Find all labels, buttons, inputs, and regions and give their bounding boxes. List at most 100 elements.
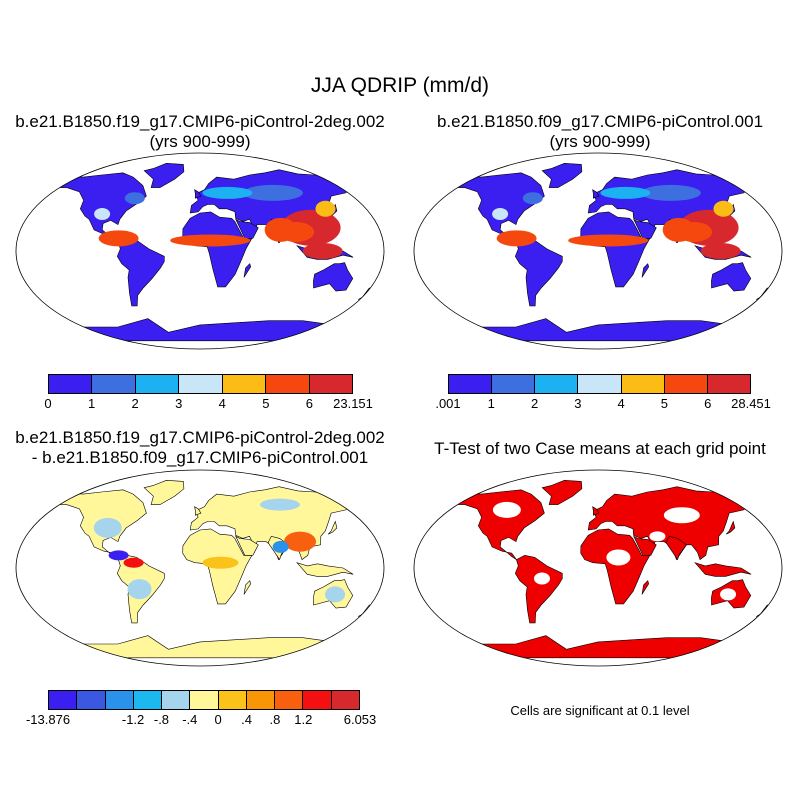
continent-madagascar	[243, 263, 252, 278]
continent-madagascar	[641, 580, 650, 595]
continent-south-america	[116, 237, 165, 307]
precip-region	[123, 557, 144, 568]
map-case1	[15, 152, 385, 350]
precip-region	[600, 186, 651, 199]
continent-japan	[725, 520, 736, 535]
colorbar-swatch	[266, 375, 310, 393]
precip-region	[259, 498, 300, 511]
colorbar-swatch	[222, 375, 267, 393]
colorbar-swatch	[133, 691, 163, 709]
colorbar-case1-labels: 0 1 2 3 4 5 6 23.151	[44, 396, 373, 412]
colorbar-tick-label: 0	[44, 396, 52, 411]
precip-region	[522, 192, 543, 205]
colorbar-tick-label: 3	[574, 396, 582, 411]
continent-greenland	[541, 479, 583, 505]
panel4-title-line1: T-Test of two Case means at each grid po…	[434, 439, 766, 458]
colorbar-swatch	[309, 375, 352, 393]
colorbar-tick-label: 28.451	[731, 396, 771, 411]
colorbar-tick-label: .8	[269, 712, 281, 727]
colorbar-tick-label: -.8	[153, 712, 170, 727]
precip-region	[272, 540, 289, 553]
colorbar-tick-label: 0	[214, 712, 222, 727]
colorbar-tick-label: 6.053	[343, 712, 377, 727]
colorbar-swatch	[449, 375, 493, 393]
colorbar-swatch	[77, 691, 106, 709]
colorbar-swatch	[135, 375, 180, 393]
precip-region	[93, 517, 122, 538]
colorbar-difference	[48, 690, 360, 710]
colorbar-swatch	[331, 691, 359, 709]
panel2-title: b.e21.B1850.f09_g17.CMIP6-piControl.001 …	[400, 112, 800, 152]
colorbar-case1	[48, 374, 353, 394]
colorbar-swatch	[49, 691, 78, 709]
colorbar-tick-label: 4	[617, 396, 625, 411]
continent-uk	[194, 506, 202, 516]
colorbar-tick-label: 5	[262, 396, 270, 411]
panel4-title: T-Test of two Case means at each grid po…	[400, 439, 800, 459]
continent-eurasia	[587, 486, 753, 561]
colorbar-tick-label: 1	[487, 396, 495, 411]
continent-greenland	[541, 162, 583, 188]
colorbar-swatch	[162, 691, 191, 709]
continent-madagascar	[243, 580, 252, 595]
panel3-title: b.e21.B1850.f19_g17.CMIP6-piControl-2deg…	[0, 428, 400, 468]
continent-australia	[313, 262, 354, 292]
continent-south-america	[514, 554, 563, 624]
continent-indonesia	[694, 562, 752, 577]
continent-greenland	[143, 162, 185, 188]
map-border	[413, 469, 783, 667]
colorbar-tick-label: 2	[530, 396, 539, 411]
colorbar-tick-label: 6	[704, 396, 712, 411]
precip-region	[284, 531, 317, 552]
significance-note: Cells are significant at 0.1 level	[510, 703, 690, 718]
continent-madagascar	[641, 263, 650, 278]
colorbar-swatch	[92, 375, 136, 393]
panel1-title: b.e21.B1850.f19_g17.CMIP6-piControl-2deg…	[0, 112, 400, 152]
colorbar-swatch	[49, 375, 93, 393]
continent-north-america	[450, 489, 545, 560]
continent-arabia	[235, 535, 259, 556]
precip-region	[720, 588, 737, 601]
map-border	[15, 152, 385, 350]
continent-uk	[194, 189, 202, 199]
colorbar-tick-label: 6	[305, 396, 314, 411]
colorbar-tick-label: 5	[660, 396, 669, 411]
continent-japan	[327, 520, 338, 535]
continent-india	[665, 535, 687, 561]
precip-region	[606, 549, 631, 566]
continent-north-america	[52, 172, 147, 243]
colorbar-tick-label: 1.2	[294, 712, 313, 727]
precip-region	[127, 579, 152, 600]
precip-region	[264, 217, 297, 242]
colorbar-tick-label: -13.876	[25, 712, 71, 727]
colorbar-tick-label: .001	[435, 396, 461, 411]
panel1-title-line1: b.e21.B1850.f19_g17.CMIP6-piControl-2deg…	[15, 112, 385, 131]
continent-greenland	[143, 479, 185, 505]
precip-region	[108, 550, 129, 561]
precip-region	[662, 217, 695, 242]
panel2-title-line2: (yrs 900-999)	[549, 132, 651, 151]
colorbar-case2-labels: .001 1 2 3 4 5 6 28.451	[435, 396, 771, 412]
continent-south-america	[514, 237, 563, 307]
colorbar-tick-label: .4	[241, 712, 252, 727]
continent-uk	[592, 506, 600, 516]
map-difference	[15, 469, 385, 667]
colorbar-swatch	[190, 691, 219, 709]
colorbar-swatch	[179, 375, 223, 393]
colorbar-tick-label: -1.2	[121, 712, 145, 727]
precip-region	[124, 192, 145, 205]
precip-region	[492, 501, 521, 518]
precip-region	[98, 230, 139, 247]
map-case2	[413, 152, 783, 350]
colorbar-swatch	[578, 375, 622, 393]
colorbar-tick-label: -.4	[182, 712, 198, 727]
precip-region	[713, 200, 734, 217]
precip-region	[663, 507, 700, 524]
precip-region	[496, 230, 537, 247]
continent-indonesia	[296, 562, 354, 577]
map-border	[413, 152, 783, 350]
continent-arabia	[633, 535, 657, 556]
panel3-title-line1: b.e21.B1850.f19_g17.CMIP6-piControl-2deg…	[15, 428, 385, 447]
precip-region	[325, 586, 346, 603]
colorbar-swatch	[621, 375, 665, 393]
